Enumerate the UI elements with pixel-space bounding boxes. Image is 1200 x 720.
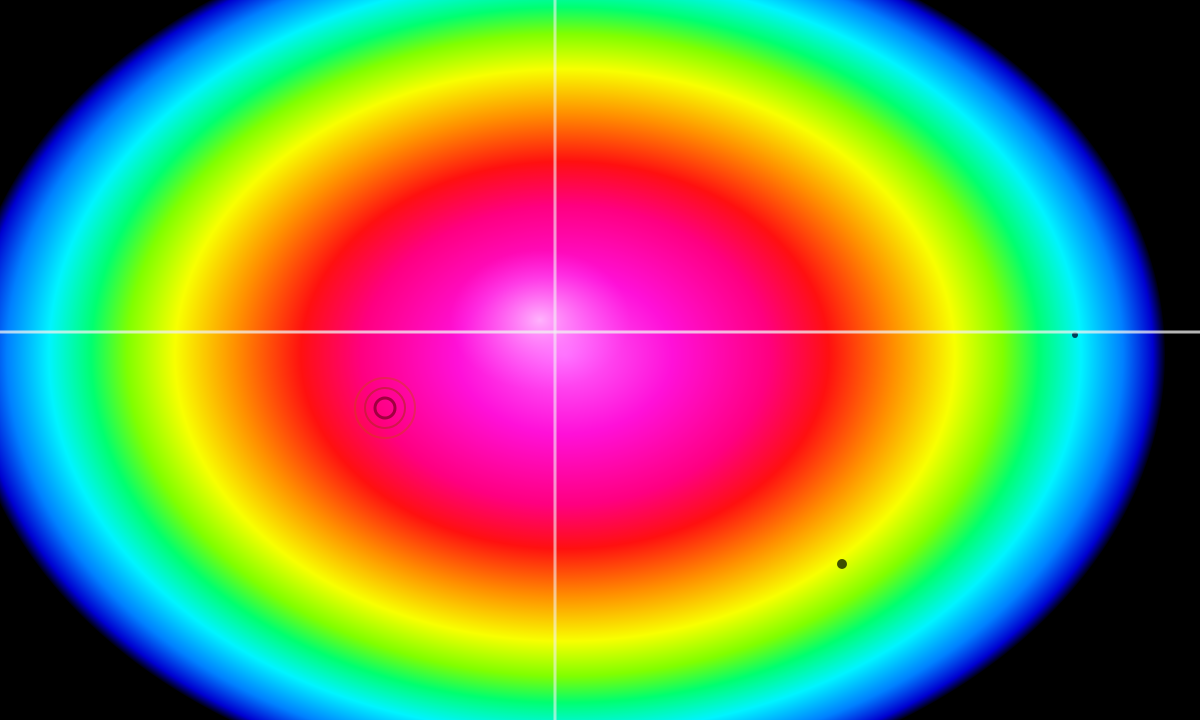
diffraction-ring <box>354 377 416 439</box>
beam-core-speckle <box>450 250 630 390</box>
dust-spot <box>837 559 847 569</box>
